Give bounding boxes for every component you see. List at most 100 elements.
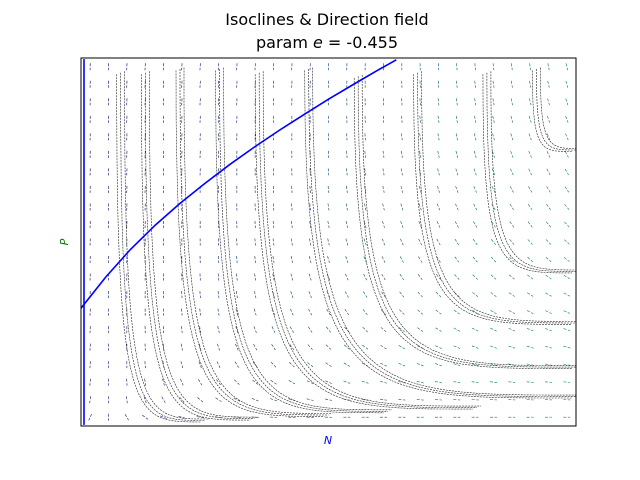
direction-field-arrow: [160, 415, 167, 419]
direction-field-arrow: [453, 345, 461, 349]
trajectory-curve: [357, 76, 576, 368]
direction-field-arrow: [454, 238, 459, 246]
direction-field-arrow: [490, 309, 497, 315]
chart-title: Isoclines & Direction field: [225, 10, 428, 29]
direction-field-arrow: [380, 327, 387, 333]
direction-field-arrow: [272, 238, 275, 246]
direction-field-arrow: [526, 363, 534, 366]
direction-field-arrow: [472, 256, 478, 263]
direction-field-arrow: [270, 361, 277, 368]
direction-field-arrow: [547, 98, 550, 106]
direction-field-arrow: [362, 344, 369, 350]
direction-field-arrow: [144, 378, 147, 386]
direction-field-arrow: [233, 397, 241, 402]
direction-field-arrow: [545, 292, 552, 297]
direction-field-arrow: [307, 362, 314, 368]
direction-field-arrow: [216, 361, 221, 368]
direction-field-arrow: [545, 310, 552, 314]
direction-field-arrow: [473, 186, 477, 193]
direction-field-arrow: [327, 220, 330, 228]
direction-field-arrow: [254, 238, 256, 246]
direction-field-arrow: [435, 381, 442, 384]
direction-field-arrow: [381, 238, 386, 246]
direction-field-arrow: [215, 397, 222, 402]
direction-field-arrow: [491, 221, 496, 228]
direction-field-arrow: [271, 326, 276, 333]
direction-field-arrow: [564, 239, 570, 245]
trajectory-curve: [312, 67, 576, 396]
direction-field-arrow: [327, 203, 330, 211]
direction-field-arrow: [437, 98, 440, 106]
trajectory-curve: [262, 71, 481, 407]
direction-field-arrow: [217, 308, 220, 316]
direction-field-arrow: [528, 186, 533, 193]
direction-field-arrow: [546, 168, 551, 176]
direction-field-arrow: [364, 150, 366, 158]
direction-field-arrow: [473, 221, 478, 228]
direction-field-arrow: [308, 291, 312, 298]
direction-field-arrow: [509, 186, 514, 193]
direction-field-arrow: [381, 273, 386, 281]
direction-field-arrow: [526, 345, 534, 349]
direction-field-arrow: [436, 274, 441, 280]
direction-field-arrow: [472, 309, 479, 315]
direction-field-arrow: [471, 363, 479, 366]
trajectory-curve: [308, 69, 576, 397]
direction-field-arrow: [471, 327, 479, 332]
direction-field-arrow: [289, 326, 294, 333]
direction-field-arrow: [564, 168, 569, 176]
trajectory-curve: [536, 69, 576, 151]
direction-field-arrow: [564, 151, 569, 158]
direction-field-arrow: [455, 150, 459, 158]
direction-field-arrow: [492, 98, 495, 106]
direction-field-arrow: [180, 343, 183, 351]
direction-field-arrow: [437, 80, 440, 88]
direction-field-arrow: [437, 185, 440, 193]
direction-field-arrow: [528, 98, 532, 106]
direction-field-arrow: [291, 203, 293, 211]
direction-field-arrow: [453, 327, 461, 332]
direction-field-arrow: [416, 363, 424, 367]
direction-field-arrow: [490, 345, 497, 349]
direction-field-arrow: [346, 168, 348, 176]
direction-field-arrow: [547, 115, 550, 123]
direction-field-arrow: [490, 292, 497, 297]
direction-field-arrow: [381, 256, 386, 263]
direction-field-arrow: [490, 363, 497, 366]
direction-field-arrow: [382, 185, 385, 193]
direction-field-arrow: [564, 204, 570, 210]
p-isocline-curve: [81, 59, 397, 309]
direction-field-arrow: [344, 291, 349, 298]
direction-field-arrow: [398, 380, 406, 384]
direction-field-arrow: [289, 344, 295, 351]
direction-field-arrow: [252, 379, 259, 385]
direction-field-arrow: [528, 151, 532, 158]
trajectory-curve: [141, 74, 251, 421]
direction-field-arrow: [345, 273, 349, 281]
direction-field-arrow: [418, 238, 423, 246]
direction-field-arrow: [344, 309, 350, 316]
direction-field-arrow: [545, 345, 552, 349]
direction-field-arrow: [471, 381, 479, 384]
direction-field-arrow: [309, 238, 312, 246]
direction-field-arrow: [217, 343, 220, 351]
direction-field-arrow: [143, 396, 147, 404]
isoclines: [81, 59, 397, 425]
direction-field-arrow: [565, 133, 569, 141]
direction-field-arrow: [529, 63, 532, 71]
direction-field-arrow: [198, 361, 202, 369]
direction-field-arrow: [509, 256, 515, 263]
direction-field-arrow: [474, 63, 476, 71]
direction-field-arrow: [473, 133, 477, 141]
direction-field-arrow: [565, 115, 569, 123]
direction-field-arrow: [234, 361, 239, 368]
direction-field-arrow: [162, 378, 165, 386]
direction-field-arrow: [381, 291, 386, 298]
trajectory-curve: [258, 72, 477, 408]
direction-field-arrow: [546, 203, 551, 210]
direction-field-arrow: [306, 398, 314, 401]
direction-field-arrow: [435, 345, 442, 349]
direction-field-arrow: [364, 203, 367, 211]
direction-field-arrow: [510, 150, 514, 158]
